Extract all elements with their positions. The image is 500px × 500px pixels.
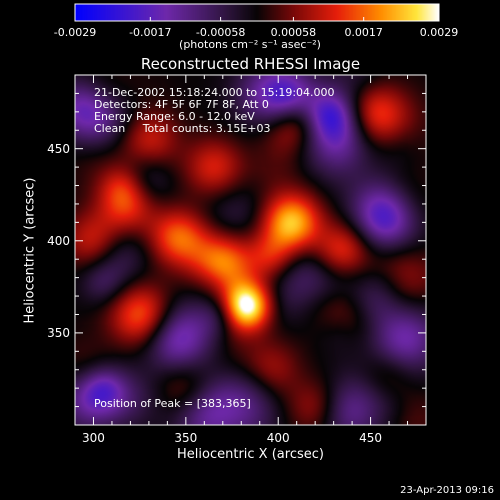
- x-tick-label: 300: [82, 431, 105, 445]
- x-tick-label: 450: [359, 431, 383, 445]
- y-tick-label: 400: [47, 233, 70, 248]
- colorbar-tick-label: -0.0029: [53, 26, 97, 39]
- colorbar-tick-label: 0.0017: [344, 26, 383, 39]
- footer-date: 23-Apr-2013 09:16: [400, 485, 494, 496]
- annotation-time-range: 21-Dec-2002 15:18:24.000 to 15:19:04.000: [94, 86, 335, 99]
- chart-title: Reconstructed RHESSI Image: [140, 55, 361, 73]
- x-axis-label: Heliocentric X (arcsec): [177, 447, 324, 462]
- x-tick-label: 350: [174, 431, 198, 445]
- colorbar: [75, 4, 439, 21]
- colorbar-tick-label: 0.00058: [270, 26, 317, 39]
- peak-position-label: Position of Peak = [383,365]: [94, 397, 251, 410]
- colorbar-tick-label: -0.0017: [129, 26, 172, 39]
- y-tick-label: 450: [47, 141, 70, 156]
- y-tick-label: 350: [47, 325, 70, 340]
- colorbar-units: (photons cm⁻² s⁻¹ asec⁻²): [179, 38, 321, 51]
- colorbar-tick-label: 0.0029: [419, 26, 459, 39]
- annotation-clean-counts: Clean Total counts: 3.15E+03: [94, 122, 271, 135]
- colorbar-tick-label: -0.00058: [195, 26, 246, 39]
- y-axis-label: Heliocentric Y (arcsec): [22, 177, 38, 324]
- annotation-detectors: Detectors: 4F 5F 6F 7F 8F, Att 0: [94, 98, 269, 111]
- annotation-energy-range: Energy Range: 6.0 - 12.0 keV: [94, 110, 255, 123]
- x-tick-label: 400: [266, 431, 290, 445]
